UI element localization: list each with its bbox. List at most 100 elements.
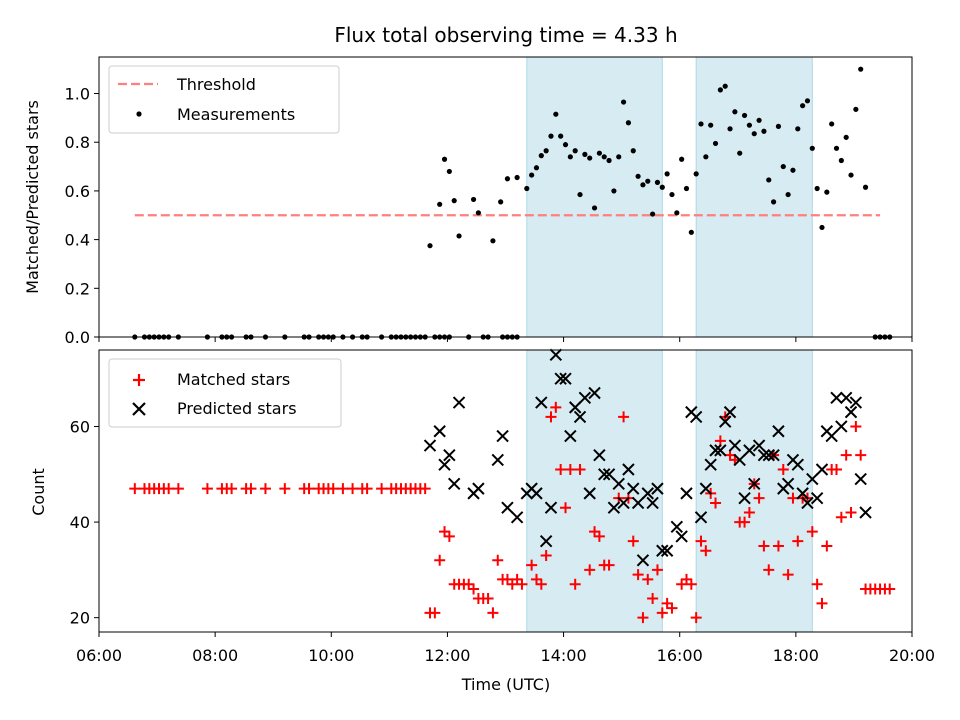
predicted-star-point [849,396,863,409]
matched-star-point [642,573,654,585]
matched-star-point [443,530,455,542]
measurement-point [437,201,443,207]
shaded-interval-1 [526,56,663,338]
x-tick-label: 14:00 [541,646,587,665]
predicted-star-point [718,415,732,428]
measurement-point [654,179,661,185]
matched-star-point [564,463,576,475]
predicted-star-point [839,391,853,405]
bottom-y-tick-label: 40 [70,513,90,532]
matched-star-point [763,564,775,576]
predicted-star-point [510,511,524,524]
measurement-point [625,120,632,126]
predicted-star-point [622,463,635,476]
predicted-star-point [844,405,858,419]
matched-star-point [637,612,649,624]
measurement-point [756,117,762,123]
predicted-star-point [859,506,872,519]
predicted-star-point [723,405,737,419]
measurement-point [862,184,869,190]
predicted-star-point [815,463,829,476]
legend-matched-label: Matched stars [177,370,290,389]
matched-star-point [811,578,823,590]
predicted-star-point [675,530,688,543]
matched-star-point [700,545,712,557]
measurement-point [804,98,811,104]
predicted-star-point [694,511,708,524]
matched-star-point [163,483,175,495]
measurement-point [679,156,685,162]
matched-star-point [666,602,678,614]
x-tick-label: 20:00 [889,646,935,665]
matched-star-point [545,411,557,423]
predicted-star-point [656,544,669,557]
matched-star-point [835,511,847,523]
top-legend: Threshold Measurements [108,65,340,134]
bottom-shaded-intervals [526,349,813,633]
x-tick-label: 18:00 [773,646,819,665]
predicted-star-point [496,429,509,443]
predicted-star-point [810,491,824,505]
measurement-point [717,87,723,93]
matched-star-point [506,578,518,590]
predicted-stars-points [423,348,872,567]
predicted-star-point [791,458,805,471]
predicted-star-point [801,496,814,510]
measurement-point [814,185,820,192]
measurement-point [674,210,680,216]
legend-measurements-swatch [136,111,142,117]
measurement-point [853,106,859,112]
matched-star-point [245,483,257,495]
matched-star-point [482,593,494,605]
top-y-ticks: 0.0 0.2 0.4 0.6 0.8 1.0 [65,85,99,347]
measurement-point [475,210,481,216]
predicted-star-point [806,472,819,486]
predicted-star-point [709,444,722,457]
predicted-star-point [714,444,727,457]
measurement-point [785,191,791,198]
x-tick-label: 16:00 [657,646,703,665]
predicted-star-point [423,439,437,452]
measurement-point [606,157,612,164]
predicted-star-point [452,396,466,409]
matched-star-point [777,463,789,475]
predicted-star-point [593,448,606,462]
matched-star-point [680,573,692,585]
measurement-point [490,238,496,244]
matched-star-point [753,492,765,504]
predicted-star-point [491,453,504,467]
matched-star-point [743,507,755,519]
measurement-point [688,229,694,235]
predicted-star-point [627,482,640,495]
matched-star-point [511,573,523,585]
matched-star-point [501,573,513,585]
measurement-point [529,172,535,178]
matched-star-point [487,607,499,619]
matched-star-point [618,411,630,423]
predicted-star-point [854,472,867,486]
predicted-star-point [752,439,766,452]
predicted-star-point [825,429,838,443]
measurement-point [809,145,815,151]
predicted-star-point [830,391,843,405]
predicted-star-point [704,458,717,471]
legend-threshold-label: Threshold [176,75,256,94]
matched-star-point [327,483,339,495]
matched-star-point [690,612,702,624]
matched-star-point [550,401,562,413]
matched-star-point [569,578,581,590]
top-y-tick-label: 0.0 [65,328,90,347]
matched-star-point [792,535,804,547]
measurement-point [577,191,583,198]
measurement-point [838,157,844,164]
matched-star-point [855,449,867,461]
matched-star-point [419,483,431,495]
predicted-star-point [443,448,456,462]
measurement-point [800,103,806,109]
measurement-point [761,128,767,134]
measurement-point [562,142,569,148]
shaded-interval-1 [526,349,663,633]
measurement-point [582,151,588,157]
measurement-point [737,150,743,156]
